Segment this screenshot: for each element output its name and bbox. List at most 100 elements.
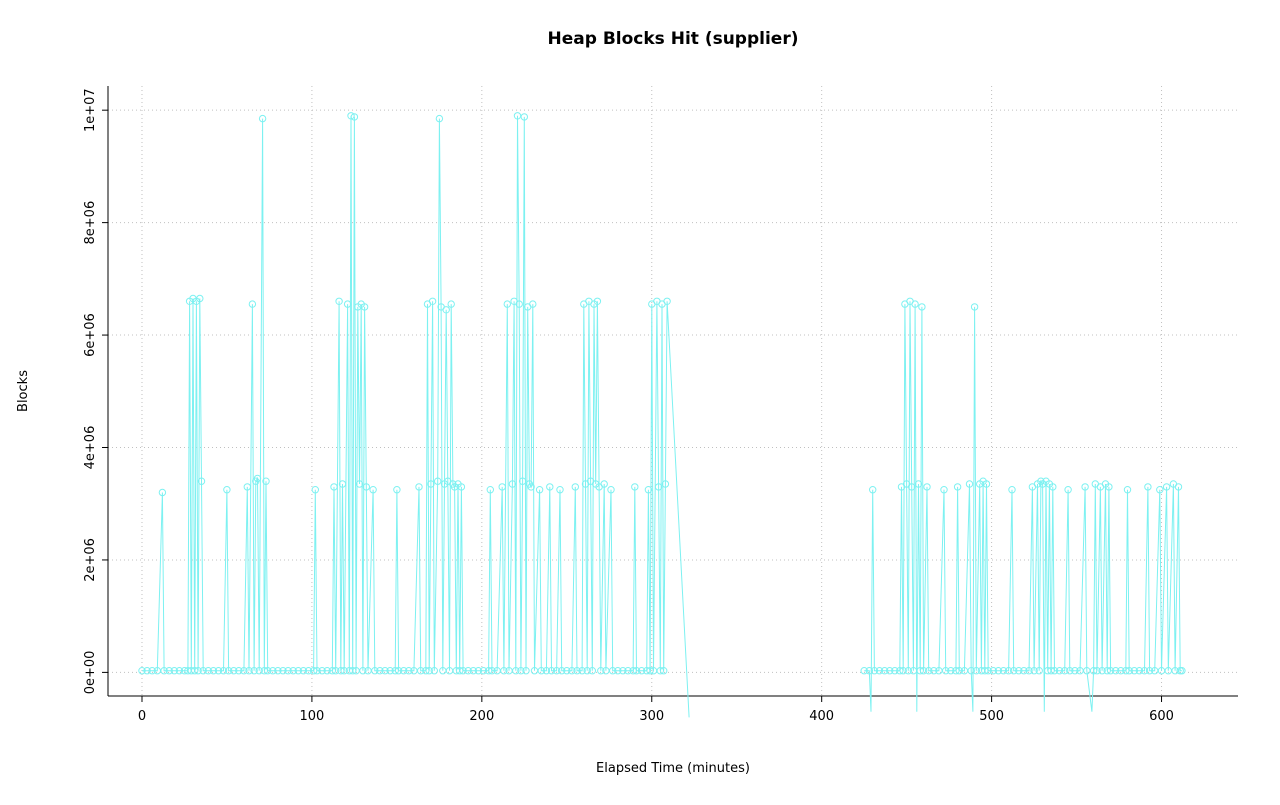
data-point [479, 667, 488, 675]
data-point [527, 483, 535, 491]
data-point [656, 667, 664, 675]
data-point [1140, 667, 1149, 675]
data-point [930, 667, 938, 675]
data-point [619, 667, 627, 675]
data-point [663, 297, 671, 305]
data-point [274, 667, 282, 675]
data-point [223, 486, 231, 494]
data-point [632, 667, 641, 675]
data-point [600, 480, 608, 488]
data-point [486, 486, 494, 494]
data-point [1105, 483, 1113, 491]
data-point [224, 667, 233, 675]
data-point [381, 667, 389, 675]
data-point [347, 112, 355, 120]
data-point [456, 667, 464, 675]
data-point [394, 667, 403, 675]
data-point [529, 300, 537, 308]
data-point [243, 483, 252, 491]
data-point [138, 667, 146, 675]
y-tick-label: 1e+07 [83, 88, 98, 132]
data-series [138, 112, 1186, 718]
data-point [573, 667, 581, 675]
data-point [547, 667, 556, 675]
data-point [435, 114, 444, 123]
x-tick-label: 400 [809, 709, 834, 724]
data-point [896, 667, 904, 675]
data-point [197, 477, 206, 485]
data-point [908, 483, 916, 491]
data-point [393, 486, 401, 494]
data-point [464, 667, 472, 675]
x-tick-label: 200 [469, 709, 494, 724]
data-point [644, 486, 653, 494]
data-point [284, 667, 292, 675]
data-point [500, 667, 508, 675]
data-point [457, 483, 466, 491]
data-point [219, 667, 228, 675]
x-axis-label: Elapsed Time (minutes) [596, 761, 750, 776]
data-point [870, 667, 879, 675]
data-point [248, 300, 257, 308]
data-point [578, 667, 586, 675]
data-point [245, 667, 253, 675]
data-point [350, 113, 359, 121]
data-point [899, 667, 907, 675]
data-point [982, 480, 991, 488]
data-point [417, 667, 425, 675]
data-point [332, 667, 340, 675]
data-point [1103, 667, 1111, 675]
data-point [1064, 486, 1072, 494]
x-tick-label: 100 [299, 709, 324, 724]
data-point [989, 667, 997, 675]
data-point [542, 667, 551, 675]
data-point [970, 303, 979, 311]
data-point [609, 667, 617, 675]
data-point [230, 667, 238, 675]
data-point [488, 667, 496, 675]
data-point [1145, 667, 1154, 675]
data-point [260, 667, 268, 675]
data-point [865, 667, 873, 675]
data-point [522, 667, 530, 675]
data-point [588, 667, 596, 675]
data-point [1049, 483, 1057, 491]
data-point [359, 667, 367, 675]
data-point [952, 667, 960, 675]
data-point [1020, 667, 1028, 675]
data-point [558, 667, 566, 675]
data-point [919, 667, 928, 675]
data-point [869, 486, 877, 494]
data-point [349, 667, 357, 675]
y-tick-label: 0e+00 [83, 651, 98, 695]
data-point [965, 480, 974, 488]
data-point [294, 667, 302, 675]
data-point [1004, 667, 1013, 675]
data-point [568, 667, 576, 675]
data-point [391, 667, 399, 675]
data-point [984, 667, 992, 675]
data-point [1122, 667, 1130, 675]
data-point [371, 667, 379, 675]
data-point [1135, 667, 1144, 675]
data-point [886, 667, 894, 675]
data-point [338, 480, 347, 488]
data-point [1178, 667, 1186, 675]
data-point [340, 667, 348, 675]
data-point [1144, 483, 1152, 491]
data-point [447, 300, 455, 308]
data-point [434, 477, 442, 485]
data-point [428, 297, 437, 305]
data-point [425, 667, 433, 675]
y-tick-label: 8e+06 [83, 201, 98, 245]
data-point [304, 667, 313, 675]
data-point [158, 488, 167, 497]
data-point [1130, 667, 1139, 675]
data-point [660, 667, 668, 675]
data-point [624, 667, 632, 675]
data-point [386, 667, 394, 675]
data-point [170, 667, 179, 675]
data-point [299, 667, 308, 675]
data-point [1047, 667, 1055, 675]
